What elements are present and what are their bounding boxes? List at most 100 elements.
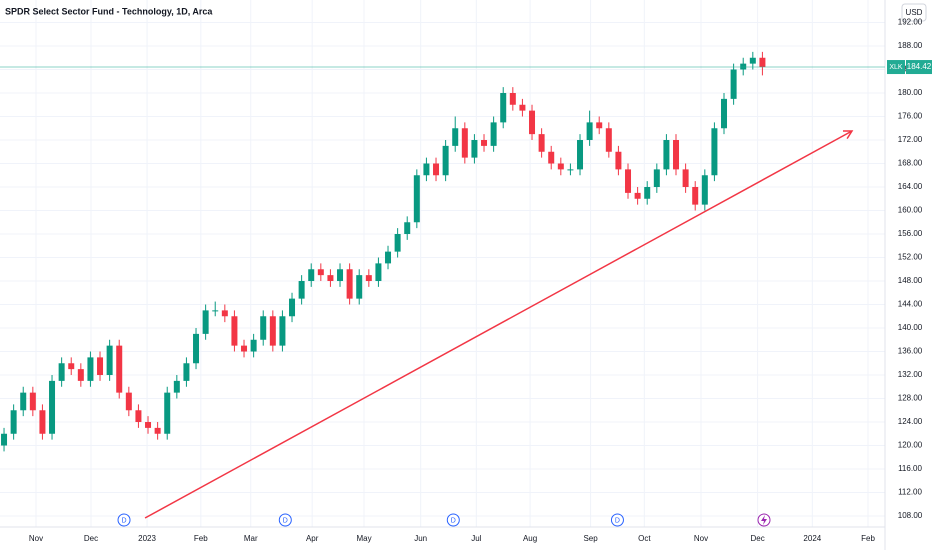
x-tick-label: Mar bbox=[244, 534, 258, 543]
candle-body bbox=[289, 298, 296, 317]
candle-body bbox=[586, 122, 593, 141]
candle-body bbox=[39, 410, 46, 434]
candle-body bbox=[145, 422, 152, 428]
x-tick-label: Aug bbox=[523, 534, 537, 543]
candle-body bbox=[29, 392, 36, 411]
candle-body bbox=[193, 333, 200, 364]
y-tick-label: 112.00 bbox=[898, 488, 922, 497]
y-tick-label: 192.00 bbox=[898, 18, 923, 27]
candle-body bbox=[154, 427, 161, 434]
grid bbox=[0, 0, 885, 527]
y-tick-label: 156.00 bbox=[898, 229, 923, 238]
last-price-box bbox=[906, 60, 932, 75]
event-marker[interactable]: D bbox=[610, 513, 624, 527]
candles bbox=[1, 51, 766, 452]
candle-body bbox=[605, 128, 612, 152]
candle-body bbox=[500, 93, 507, 123]
candle-body bbox=[183, 363, 190, 381]
y-tick-label: 120.00 bbox=[898, 441, 923, 450]
x-tick-label: Nov bbox=[694, 534, 708, 543]
y-tick-label: 160.00 bbox=[898, 206, 923, 215]
x-tick-label: Dec bbox=[84, 534, 98, 543]
candle-body bbox=[749, 57, 756, 64]
candle-body bbox=[250, 339, 257, 352]
x-tick-label: Jul bbox=[471, 534, 481, 543]
candle-body bbox=[481, 140, 488, 146]
candle-body bbox=[365, 275, 372, 282]
x-tick-label: 2024 bbox=[803, 534, 821, 543]
candle-body bbox=[164, 392, 171, 434]
event-marker[interactable]: D bbox=[117, 513, 131, 527]
x-tick-label: Dec bbox=[750, 534, 764, 543]
candle-body bbox=[337, 269, 344, 282]
y-tick-label: 128.00 bbox=[898, 394, 923, 403]
candle-body bbox=[596, 122, 603, 129]
x-tick-label: Nov bbox=[29, 534, 43, 543]
candle-body bbox=[577, 140, 584, 170]
y-tick-label: 144.00 bbox=[898, 300, 923, 309]
lightning bbox=[761, 515, 767, 525]
y-tick-label: 148.00 bbox=[898, 276, 923, 285]
candle-body bbox=[298, 281, 305, 299]
candle-body bbox=[260, 316, 267, 340]
candle-body bbox=[673, 140, 680, 170]
trend-arrowhead bbox=[842, 130, 854, 139]
y-tick-label: 116.00 bbox=[898, 464, 922, 473]
y-tick-label: 132.00 bbox=[898, 370, 923, 379]
candle-body bbox=[10, 410, 17, 434]
candle-body bbox=[682, 169, 689, 188]
candle-body bbox=[231, 316, 238, 346]
candle-body bbox=[404, 222, 411, 235]
x-tick-label: Feb bbox=[861, 534, 875, 543]
y-tick-label: 172.00 bbox=[898, 135, 923, 144]
candle-body bbox=[77, 369, 84, 381]
y-tick-label: 180.00 bbox=[898, 88, 923, 97]
candle-body bbox=[125, 392, 132, 411]
candle-body bbox=[68, 363, 75, 370]
event-label: D bbox=[615, 517, 620, 524]
event-circle bbox=[117, 513, 131, 527]
x-tick-label: 2023 bbox=[138, 534, 156, 543]
currency-box[interactable] bbox=[901, 3, 927, 22]
candle-body bbox=[317, 269, 324, 276]
candle-body bbox=[394, 234, 401, 252]
event-marker[interactable]: D bbox=[446, 513, 460, 527]
candle-body bbox=[433, 163, 440, 176]
event-marker[interactable]: D bbox=[278, 513, 292, 527]
candle-body bbox=[644, 187, 651, 199]
candle-body bbox=[20, 392, 27, 411]
event-label: D bbox=[451, 517, 456, 524]
x-tick-label: Jun bbox=[414, 534, 427, 543]
y-tick-label: 168.00 bbox=[898, 159, 923, 168]
candle-body bbox=[442, 145, 449, 176]
candle-body bbox=[538, 134, 545, 152]
candle-body bbox=[653, 169, 660, 188]
candle-body bbox=[509, 93, 516, 105]
candle-body bbox=[97, 357, 104, 376]
candle-body bbox=[356, 275, 363, 299]
symbol-label: XLK bbox=[889, 64, 903, 71]
currency: USD bbox=[906, 8, 923, 17]
candle-body bbox=[759, 57, 766, 68]
candle-body bbox=[471, 140, 478, 158]
candle-body bbox=[721, 98, 728, 129]
candle-body bbox=[106, 345, 113, 376]
candle-body bbox=[423, 163, 430, 176]
candle-body bbox=[308, 269, 315, 282]
candle-body bbox=[625, 169, 632, 193]
symbol-box bbox=[887, 60, 905, 75]
x-tick-label: Apr bbox=[306, 534, 319, 543]
y-tick-label: 108.00 bbox=[898, 511, 923, 520]
y-tick-label: 188.00 bbox=[898, 41, 923, 50]
candle-body bbox=[548, 151, 555, 164]
candle-body bbox=[202, 310, 209, 334]
candle-body bbox=[269, 316, 276, 346]
candle-body bbox=[615, 151, 622, 170]
split-icon[interactable] bbox=[757, 513, 771, 527]
candle-body bbox=[116, 345, 123, 393]
candle-body bbox=[730, 69, 737, 99]
candle-body bbox=[58, 363, 65, 381]
y-tick-label: 152.00 bbox=[898, 253, 923, 262]
